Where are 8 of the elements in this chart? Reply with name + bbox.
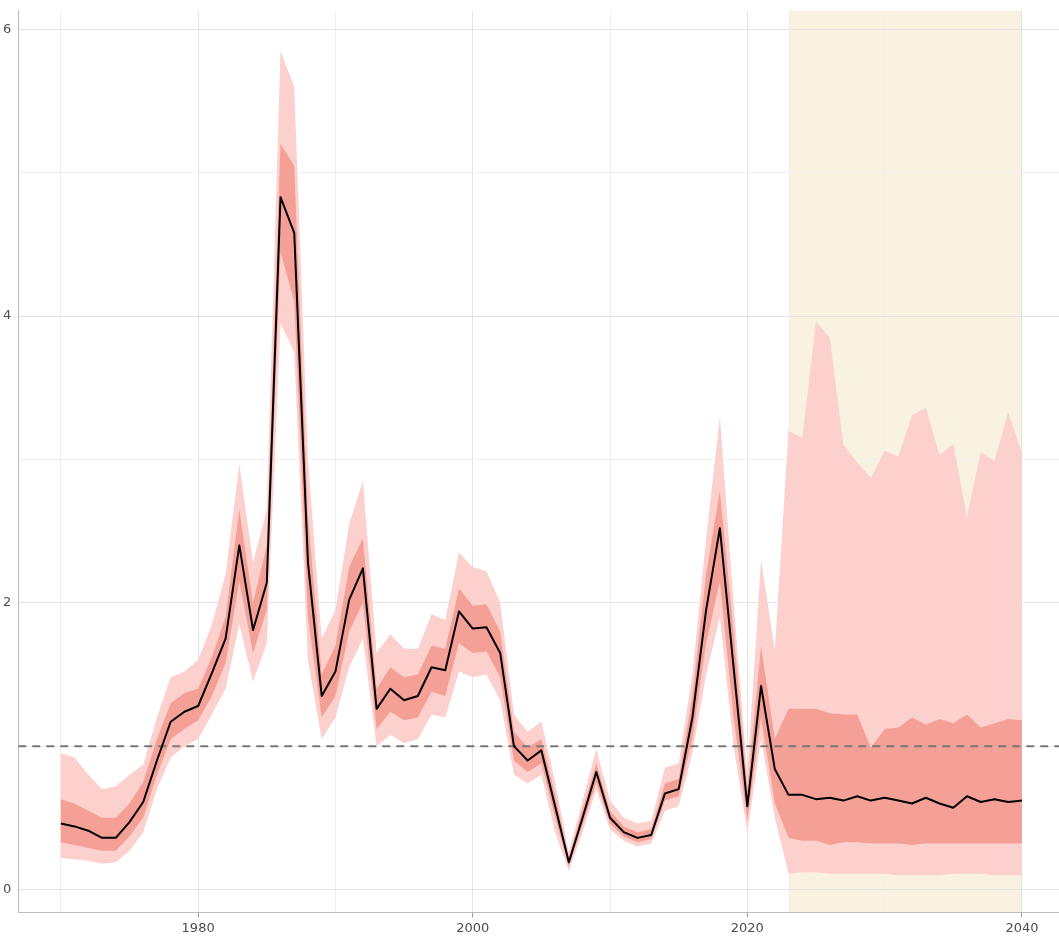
y-tick-label: 6: [2, 20, 12, 36]
y-tick-label: 2: [2, 594, 12, 610]
y-tick-label: 4: [2, 307, 12, 323]
x-tick-label: 2000: [456, 919, 490, 935]
y-tick-label: 0: [2, 880, 12, 896]
x-tick-label: 2020: [730, 919, 764, 935]
x-tick-label: 2040: [1005, 919, 1039, 935]
x-tick-label: 1980: [181, 919, 215, 935]
